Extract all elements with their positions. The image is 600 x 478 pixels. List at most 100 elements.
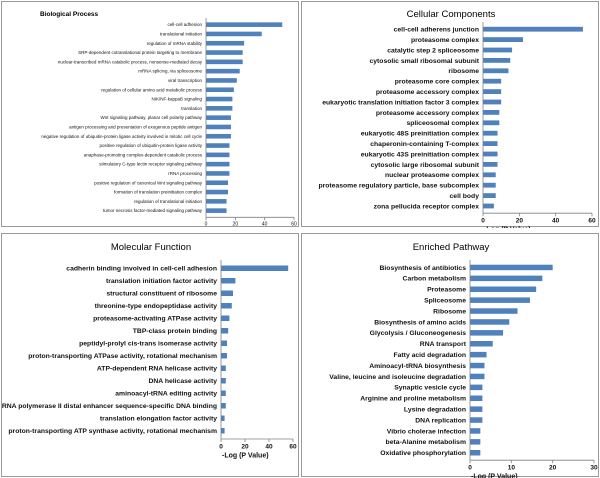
x-tick-label: 10: [508, 465, 516, 472]
x-tick-label: 40: [552, 218, 560, 225]
bar: [221, 278, 236, 284]
x-tick-label: 0: [481, 218, 485, 225]
category-label: threonine-type endopeptidase activity: [95, 303, 218, 310]
category-label: structural constituent of ribosome: [106, 291, 217, 298]
category-label: Lysine degradation: [404, 407, 466, 414]
chart-title-mf: Molecular Function: [111, 242, 191, 253]
category-label: translation: [181, 106, 202, 111]
x-tick-label: 0: [205, 221, 208, 227]
panel-molecular-function: Molecular Function cadherin binding invol…: [1, 233, 299, 477]
bar: [206, 40, 245, 46]
bar: [206, 152, 230, 158]
category-label: Ribosome: [433, 308, 466, 315]
bar: [483, 182, 496, 188]
bar: [206, 189, 228, 195]
category-label: cytosolic large ribosomal subunit: [371, 162, 480, 169]
category-label: Carbon metabolism: [403, 276, 466, 283]
category-label: proteasome complex: [411, 37, 479, 44]
bar: [470, 330, 504, 336]
category-label: Synaptic vesicle cycle: [394, 385, 466, 392]
bar: [470, 395, 483, 401]
bar: [221, 390, 226, 396]
x-tick-label: 0: [468, 465, 472, 472]
category-label: positive regulation of ubiquitin-protein…: [99, 143, 202, 148]
bar: [206, 143, 230, 148]
category-label: stimulatory C-type lectin receptor signa…: [99, 162, 203, 167]
category-label: nuclear-transcribed mRNA catabolic proce…: [58, 59, 203, 64]
bar: [206, 22, 283, 27]
bar: [206, 171, 230, 176]
category-label: Spliceosome: [424, 298, 466, 305]
bar: [206, 133, 231, 139]
category-label: cell body: [450, 193, 480, 200]
bar: [206, 124, 231, 130]
bar: [483, 162, 498, 167]
category-label: catalytic step 2 spliceosome: [387, 47, 479, 54]
bar: [483, 89, 502, 94]
category-label: proteasome regulatory particle, base sub…: [318, 183, 479, 190]
chart-cellular-components: Cellular Components cell-cell adherens ju…: [318, 9, 596, 228]
x-tick-label: 40: [265, 444, 273, 451]
x-axis-label-cc: -Log (P Value): [484, 227, 531, 228]
bar: [206, 208, 227, 213]
bar: [483, 78, 502, 84]
bar: [470, 308, 518, 314]
category-label: ATP-dependent RNA helicase activity: [97, 366, 217, 373]
x-tick-label: 20: [549, 465, 557, 472]
bar: [483, 172, 496, 178]
category-label: Oxidative phosphorylation: [380, 450, 466, 457]
x-tick-label: 40: [262, 221, 268, 227]
category-label: proteasome accessory complex: [376, 110, 479, 117]
bar: [221, 415, 225, 421]
bar: [483, 141, 498, 146]
category-label: mRNA splicing, via spliceosome: [138, 69, 202, 74]
category-label: Biosynthesis of amino acids: [374, 319, 466, 326]
category-label: regulation of cellular amino acid metabo…: [101, 87, 203, 92]
bar: [483, 120, 500, 126]
bar: [483, 68, 509, 74]
category-label: chaperonin-containing T-complex: [370, 141, 479, 148]
category-label: SRP-dependent cotranslational protein ta…: [78, 50, 202, 55]
x-tick-label: 60: [588, 218, 596, 225]
bar: [483, 99, 502, 105]
bar: [470, 319, 510, 325]
bar: [221, 340, 227, 346]
bar: [221, 353, 227, 359]
category-label: viral transcription: [168, 78, 203, 83]
category-label: cell-cell adherens junction: [394, 27, 479, 34]
bar: [206, 50, 243, 55]
category-label: beta-Alanine metabolism: [386, 439, 466, 446]
bar: [221, 303, 232, 309]
category-label: RNA transport: [420, 341, 467, 348]
category-label: translation elongation factor activity: [100, 416, 217, 423]
bar: [206, 68, 240, 74]
bar: [206, 87, 234, 93]
category-label: rRNA processing: [168, 171, 202, 176]
category-label: translation initiation factor activity: [106, 278, 217, 285]
bar: [470, 406, 483, 412]
category-label: proteasome-activating ATPase activity: [93, 316, 217, 323]
bar: [470, 341, 493, 347]
x-tick-label: 0: [219, 444, 223, 451]
category-label: aminoacyl-tRNA editing activity: [115, 391, 217, 398]
bar: [221, 378, 226, 384]
category-label: zona pellucida receptor complex: [374, 203, 480, 210]
category-label: proteasome core complex: [395, 79, 479, 86]
category-label: Aminoacyl-tRNA biosynthesis: [369, 363, 466, 370]
bar: [206, 78, 237, 83]
category-label: Biosynthesis of antibiotics: [380, 265, 467, 272]
category-label: translational initiation: [160, 32, 203, 37]
bar: [470, 351, 487, 358]
x-tick-label: 30: [590, 465, 598, 472]
bar: [221, 365, 226, 371]
category-label: TBP-class protein binding: [133, 328, 217, 335]
bar: [206, 199, 227, 204]
chart-molecular-function: Molecular Function cadherin binding invol…: [2, 242, 297, 460]
category-label: regulation of translational initiation: [134, 199, 203, 204]
bar: [221, 315, 230, 321]
bar: [221, 328, 229, 334]
panel-enriched-pathway: Enriched Pathway Biosynthesis of antibiot…: [301, 233, 599, 478]
category-label: regulation of mRNA stability: [147, 41, 203, 46]
category-label: cytosolic small ribosomal subunit: [369, 58, 479, 65]
panel-cellular-components: Cellular Components cell-cell adherens ju…: [301, 1, 599, 228]
